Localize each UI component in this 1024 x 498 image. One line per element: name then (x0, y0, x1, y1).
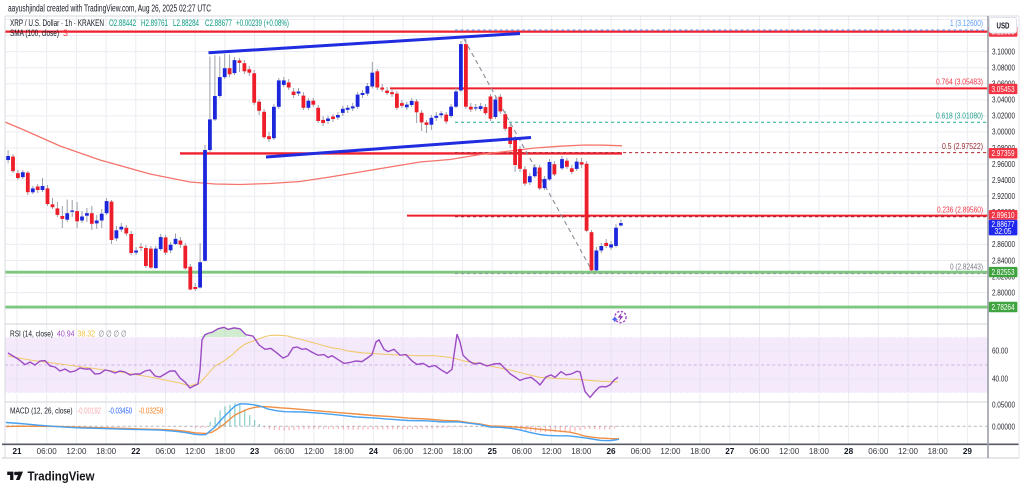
svg-text:12:00: 12:00 (423, 447, 444, 456)
svg-text:12:00: 12:00 (779, 447, 800, 456)
svg-text:40.94: 40.94 (57, 329, 75, 339)
svg-text:12:00: 12:00 (660, 447, 681, 456)
svg-text:23: 23 (250, 447, 260, 456)
svg-text:3.10000: 3.10000 (992, 46, 1015, 56)
svg-text:18:00: 18:00 (334, 447, 355, 456)
svg-text:3.04000: 3.04000 (992, 95, 1015, 105)
svg-text:2.97359: 2.97359 (992, 148, 1015, 158)
svg-text:0.236 (2.89560): 0.236 (2.89560) (937, 206, 983, 215)
svg-text:aayushjindal created with Trad: aayushjindal created with TradingView.co… (8, 4, 211, 15)
svg-text:21: 21 (12, 447, 22, 456)
svg-text:+0.00239 (+0.08%): +0.00239 (+0.08%) (236, 18, 289, 28)
svg-text:3.06000: 3.06000 (992, 79, 1015, 89)
svg-text:12:00: 12:00 (66, 447, 87, 456)
svg-text:22: 22 (131, 447, 141, 456)
svg-text:0.00000: 0.00000 (992, 422, 1015, 432)
svg-text:2.89610: 2.89610 (992, 210, 1015, 220)
svg-text:O2.88442: O2.88442 (109, 18, 136, 28)
svg-text:L2.88284: L2.88284 (173, 18, 199, 28)
svg-text:RSI (14, close): RSI (14, close) (10, 329, 53, 339)
svg-text:06:00: 06:00 (512, 447, 533, 456)
svg-text:06:00: 06:00 (393, 447, 414, 456)
svg-text:60.00: 60.00 (992, 345, 1008, 355)
svg-text:18:00: 18:00 (928, 447, 949, 456)
svg-text:18:00: 18:00 (215, 447, 236, 456)
svg-text:1 (3.12600): 1 (3.12600) (950, 19, 983, 28)
svg-text:-0.03258: -0.03258 (139, 406, 164, 416)
svg-text:12:00: 12:00 (898, 447, 919, 456)
svg-text:06:00: 06:00 (749, 447, 770, 456)
svg-text:0.618 (3.01080): 0.618 (3.01080) (936, 112, 983, 121)
svg-text:2.98000: 2.98000 (992, 143, 1015, 153)
svg-text:∅ ∅ ∅ ∅: ∅ ∅ ∅ ∅ (99, 329, 127, 339)
svg-text:3.08000: 3.08000 (992, 63, 1015, 73)
svg-text:USD: USD (997, 20, 1010, 30)
svg-text:06:00: 06:00 (155, 447, 176, 456)
svg-text:-0.03450: -0.03450 (109, 406, 133, 416)
svg-text:0.05000: 0.05000 (992, 399, 1015, 409)
svg-text:2.96000: 2.96000 (992, 159, 1015, 169)
svg-text:28: 28 (844, 447, 854, 456)
svg-text:XRP / U.S. Dollar · 1h · KRAKE: XRP / U.S. Dollar · 1h · KRAKEN (10, 18, 104, 28)
svg-text:0.5 (2.97522): 0.5 (2.97522) (942, 142, 983, 151)
svg-text:12:00: 12:00 (185, 447, 206, 456)
svg-text:-0.00192: -0.00192 (77, 406, 101, 416)
svg-text:32:05: 32:05 (995, 226, 1012, 236)
svg-text:38.32: 38.32 (78, 329, 96, 339)
svg-text:18:00: 18:00 (690, 447, 711, 456)
svg-text:29: 29 (963, 447, 973, 456)
svg-text:SMA (100, close): SMA (100, close) (10, 28, 59, 38)
svg-text:0 (2.82443): 0 (2.82443) (950, 263, 983, 272)
svg-text:12:00: 12:00 (304, 447, 325, 456)
svg-text:2.80000: 2.80000 (992, 287, 1015, 297)
svg-text:3: 3 (63, 28, 68, 38)
svg-text:25: 25 (488, 447, 498, 456)
svg-text:2.92000: 2.92000 (992, 191, 1015, 201)
svg-text:3.02000: 3.02000 (992, 111, 1015, 121)
svg-text:24: 24 (369, 447, 379, 456)
svg-text:06:00: 06:00 (631, 447, 652, 456)
svg-text:2.78264: 2.78264 (992, 302, 1015, 312)
svg-text:3.00000: 3.00000 (992, 127, 1015, 137)
svg-text:0.764 (3.05483): 0.764 (3.05483) (936, 77, 983, 86)
svg-text:12:00: 12:00 (542, 447, 563, 456)
svg-text:06:00: 06:00 (37, 447, 58, 456)
svg-text:18:00: 18:00 (452, 447, 473, 456)
svg-text:18:00: 18:00 (809, 447, 830, 456)
svg-text:3.05453: 3.05453 (992, 84, 1015, 94)
svg-text:2.94000: 2.94000 (992, 175, 1015, 185)
svg-text:2.88677: 2.88677 (992, 219, 1015, 229)
svg-text:06:00: 06:00 (868, 447, 889, 456)
svg-text:18:00: 18:00 (96, 447, 117, 456)
svg-text:2.86000: 2.86000 (992, 239, 1015, 249)
svg-text:06:00: 06:00 (274, 447, 295, 456)
svg-text:2.82553: 2.82553 (992, 267, 1015, 277)
svg-text:H2.89761: H2.89761 (141, 18, 168, 28)
svg-text:26: 26 (606, 447, 616, 456)
svg-text:18:00: 18:00 (571, 447, 592, 456)
svg-text:MACD (12, 26, close): MACD (12, 26, close) (10, 406, 73, 416)
svg-text:C2.88677: C2.88677 (205, 18, 232, 28)
svg-text:2.84000: 2.84000 (992, 255, 1015, 265)
svg-text:40.00: 40.00 (992, 373, 1008, 383)
svg-text:27: 27 (725, 447, 735, 456)
svg-text:TradingView: TradingView (28, 469, 96, 484)
